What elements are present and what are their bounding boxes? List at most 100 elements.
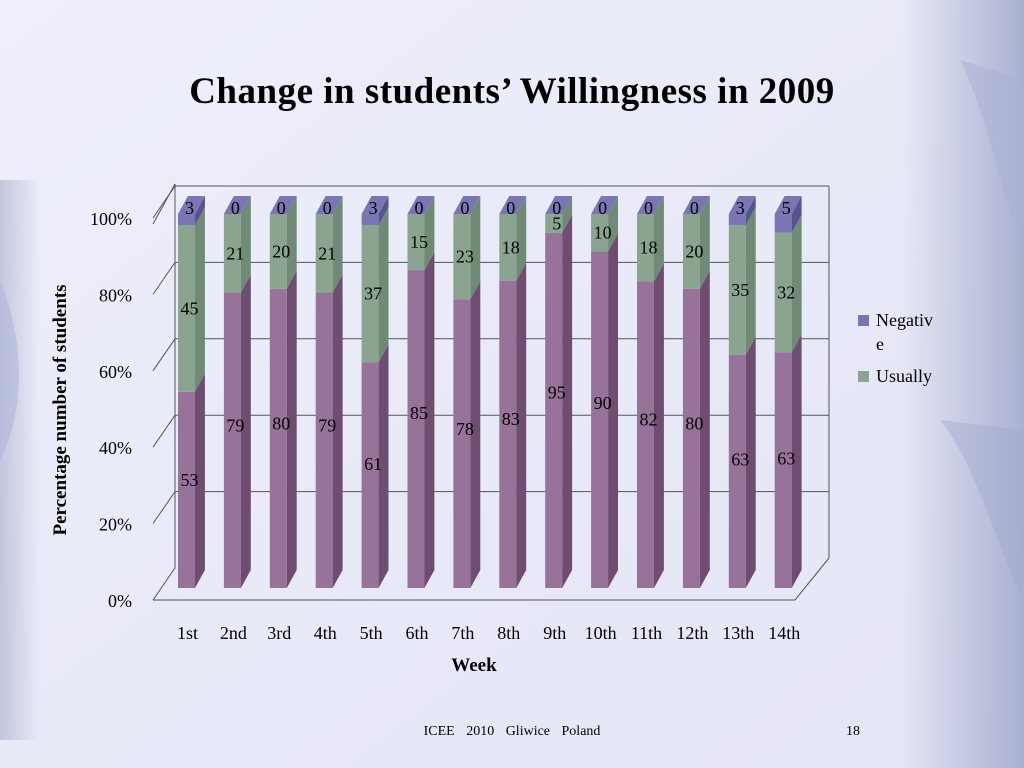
bar-segment-willing bbox=[774, 352, 792, 588]
legend-label: Usually bbox=[876, 366, 932, 386]
legend-item: Negativ e bbox=[858, 308, 968, 356]
data-label-usually: 20 bbox=[272, 241, 290, 261]
x-tick-label: 9th bbox=[543, 623, 566, 643]
data-label-negative: 0 bbox=[415, 198, 424, 218]
chart-side-wall bbox=[152, 183, 176, 601]
data-label-usually: 21 bbox=[226, 243, 244, 263]
data-label-negative: 0 bbox=[277, 198, 286, 218]
y-tick-label: 80% bbox=[99, 285, 132, 305]
bar-segment-usually bbox=[453, 214, 471, 300]
bar-segment-willing-side bbox=[424, 252, 435, 588]
data-label-willing: 80 bbox=[685, 413, 703, 433]
data-label-usually: 35 bbox=[731, 280, 749, 300]
data-label-usually: 18 bbox=[640, 238, 658, 258]
bar-segment-willing-side bbox=[791, 334, 802, 588]
bar-top-cap bbox=[361, 196, 389, 214]
bar-segment-usually bbox=[637, 214, 654, 282]
data-label-negative: 0 bbox=[506, 198, 515, 218]
bar-segment-willing-side bbox=[470, 281, 481, 588]
bar-top-cap bbox=[499, 196, 527, 214]
legend-item: Usually bbox=[858, 364, 968, 388]
bar-top-cap bbox=[682, 196, 710, 214]
bar-segment-usually-side bbox=[378, 207, 389, 363]
bar-segment-willing bbox=[545, 232, 563, 588]
bar-segment-usually bbox=[361, 225, 379, 363]
x-tick-label: 8th bbox=[497, 623, 520, 643]
bar-stack bbox=[178, 196, 205, 588]
footer-conference: ICEE bbox=[423, 724, 455, 739]
data-label-usually: 10 bbox=[594, 223, 612, 243]
bar-segment-willing-side bbox=[195, 373, 205, 588]
bar-stack bbox=[774, 196, 802, 588]
bar-stack bbox=[223, 196, 251, 588]
chart-tick-labels: 0% 20% 40% 60% 80% 100% 1st 2nd 3rd 4th 5th 6th 7th 8… bbox=[90, 209, 800, 643]
bar-segment-usually bbox=[223, 214, 241, 293]
data-label-willing: 80 bbox=[272, 413, 290, 433]
bar-segment-willing-side bbox=[699, 270, 710, 588]
bar-segment-willing-side bbox=[286, 270, 297, 588]
footer-year: 2010 bbox=[466, 724, 495, 739]
data-label-willing: 78 bbox=[456, 419, 474, 439]
bar-top-cap bbox=[728, 196, 756, 214]
bar-segment-usually bbox=[315, 214, 333, 293]
legend-label: Negativ e bbox=[876, 310, 933, 354]
bar-segment-willing-side bbox=[516, 262, 527, 588]
chart-legend: Negativ e Usually bbox=[858, 308, 968, 396]
bar-segment-usually-side bbox=[286, 196, 297, 289]
y-tick-label: 100% bbox=[90, 209, 132, 229]
bar-segment-usually-side bbox=[791, 214, 802, 353]
footer-country: Poland bbox=[561, 724, 601, 739]
data-label-willing: 85 bbox=[410, 403, 428, 423]
bar-segment-negative bbox=[178, 214, 195, 226]
bar-segment-usually-side bbox=[470, 196, 481, 300]
bar-segment-negative-side bbox=[791, 196, 802, 233]
grid-line bbox=[152, 262, 176, 295]
bar-stack bbox=[591, 196, 618, 588]
x-tick-label: 7th bbox=[451, 623, 474, 643]
bar-segment-willing-side bbox=[745, 336, 756, 588]
x-tick-label: 6th bbox=[405, 623, 428, 643]
bar-segment-willing bbox=[682, 288, 700, 588]
data-label-negative: 0 bbox=[552, 198, 561, 218]
bar-segment-willing bbox=[315, 292, 333, 588]
data-label-negative: 0 bbox=[231, 198, 240, 218]
bar-segment-usually bbox=[774, 232, 792, 353]
x-tick-label: 4th bbox=[314, 623, 337, 643]
bar-stack bbox=[361, 196, 389, 588]
bar-segment-usually bbox=[728, 225, 746, 355]
bar-segment-willing-side bbox=[240, 274, 251, 588]
y-tick-label: 40% bbox=[99, 438, 132, 458]
bar-stack bbox=[269, 196, 297, 588]
bar-segment-willing bbox=[223, 292, 241, 588]
data-label-usually: 32 bbox=[777, 283, 795, 303]
bar-segment-usually bbox=[178, 225, 195, 392]
data-label-negative: 5 bbox=[782, 198, 791, 218]
bar-top-cap bbox=[315, 196, 343, 214]
bar-segment-usually bbox=[269, 214, 287, 289]
legend-swatch bbox=[858, 371, 869, 382]
data-label-usually: 21 bbox=[318, 243, 336, 263]
bar-stack bbox=[407, 196, 435, 588]
bar-stack bbox=[728, 196, 756, 588]
bar-top-cap bbox=[591, 196, 618, 214]
bar-segment-willing bbox=[453, 299, 471, 588]
grid-line bbox=[152, 491, 176, 524]
bar-segment-usually bbox=[545, 214, 563, 233]
bar-stack bbox=[315, 196, 343, 588]
bar-segment-usually-side bbox=[562, 196, 573, 233]
bar-segment-willing bbox=[269, 288, 287, 588]
data-label-willing: 83 bbox=[502, 409, 520, 429]
bar-top-cap bbox=[269, 196, 297, 214]
bar-segment-usually-side bbox=[195, 207, 205, 392]
bar-segment-usually-side bbox=[699, 196, 710, 289]
y-tick-label: 0% bbox=[108, 591, 132, 611]
grid-line bbox=[152, 414, 176, 448]
x-tick-label: 5th bbox=[360, 623, 383, 643]
bar-segment-usually bbox=[682, 214, 700, 289]
x-axis-title: Week bbox=[451, 655, 497, 676]
bar-segment-negative-side bbox=[378, 196, 389, 226]
bar-segment-willing bbox=[407, 270, 425, 588]
data-label-willing: 95 bbox=[548, 383, 566, 403]
bar-top-cap bbox=[637, 196, 664, 214]
